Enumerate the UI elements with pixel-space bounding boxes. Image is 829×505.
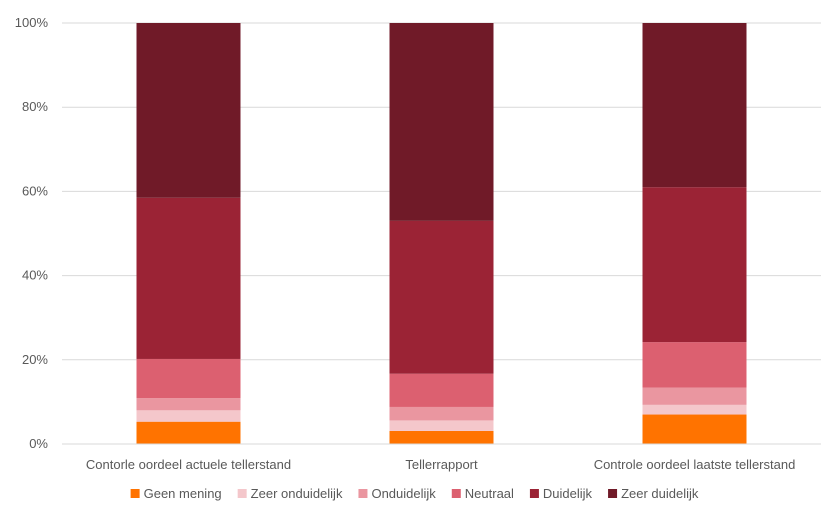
legend-item: Geen mening — [130, 486, 222, 501]
bar-segment-duidelijk — [389, 220, 494, 374]
legend-swatch — [529, 489, 539, 498]
y-axis-tick-labels: 0% 20% 40% 60% 80% 100% — [15, 15, 49, 451]
legend-label: Duidelijk — [543, 486, 593, 501]
y-tick-label: 20% — [22, 352, 48, 367]
legend-item: Zeer onduidelijk — [237, 486, 343, 501]
legend-item: Zeer duidelijk — [608, 486, 699, 501]
legend-swatch — [451, 489, 461, 498]
x-category-label: Controle oordeel laatste tellerstand — [594, 457, 796, 472]
bar-segment-geen-mening — [136, 421, 241, 444]
legend-swatch — [130, 489, 140, 498]
legend-label: Onduidelijk — [371, 486, 436, 501]
y-tick-label: 60% — [22, 183, 48, 198]
legend-label: Neutraal — [465, 486, 514, 501]
bars — [136, 23, 747, 444]
bar-segment-onduidelijk — [642, 387, 747, 405]
legend-label: Zeer onduidelijk — [251, 486, 343, 501]
bar-segment-geen-mening — [642, 414, 747, 444]
bar-segment-neutraal — [642, 342, 747, 388]
y-tick-label: 80% — [22, 99, 48, 114]
bar-segment-neutraal — [389, 373, 494, 407]
y-tick-label: 0% — [29, 436, 48, 451]
legend-label: Zeer duidelijk — [621, 486, 699, 501]
bar-segment-onduidelijk — [136, 398, 241, 411]
bar-segment-zeer-duidelijk — [136, 23, 241, 198]
legend: Geen mening Zeer onduidelijk Onduidelijk Ne… — [130, 486, 699, 501]
bar-segment-geen-mening — [389, 430, 494, 444]
bar-segment-zeer-onduidelijk — [136, 410, 241, 422]
y-tick-label: 100% — [15, 15, 49, 30]
bar-segment-onduidelijk — [389, 406, 494, 421]
legend-item: Onduidelijk — [358, 486, 436, 501]
bar-segment-zeer-onduidelijk — [389, 420, 494, 431]
legend-item: Neutraal — [451, 486, 514, 501]
bar-segment-zeer-onduidelijk — [642, 404, 747, 415]
legend-item: Duidelijk — [529, 486, 593, 501]
bar-segment-zeer-duidelijk — [389, 23, 494, 221]
legend-swatch — [237, 489, 247, 498]
legend-swatch — [358, 489, 368, 498]
bar-segment-duidelijk — [136, 197, 241, 359]
x-category-label: Contorle oordeel actuele tellerstand — [86, 457, 291, 472]
x-axis-category-labels: Contorle oordeel actuele tellerstand Tell… — [86, 457, 795, 472]
legend-swatch — [608, 489, 618, 498]
legend-label: Geen mening — [144, 486, 222, 501]
x-category-label: Tellerrapport — [405, 457, 478, 472]
y-tick-label: 40% — [22, 268, 48, 283]
bar-segment-neutraal — [136, 358, 241, 399]
bar-segment-zeer-duidelijk — [642, 23, 747, 188]
bar-segment-duidelijk — [642, 187, 747, 343]
